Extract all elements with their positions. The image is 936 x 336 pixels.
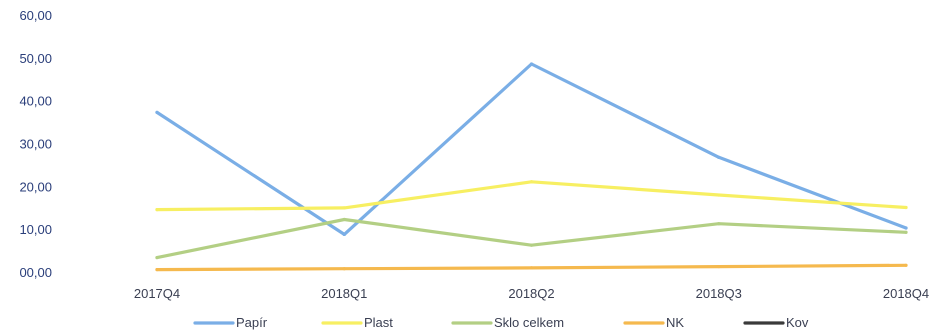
x-tick-label: 2017Q4 <box>134 286 180 301</box>
data-point <box>904 263 908 267</box>
x-tick-label: 2018Q4 <box>883 286 929 301</box>
y-tick-label: 20,00 <box>19 179 52 194</box>
data-point <box>904 226 908 230</box>
x-tick-label: 2018Q3 <box>696 286 742 301</box>
legend-label: Sklo celkem <box>494 315 564 330</box>
data-point <box>529 243 534 247</box>
data-point <box>342 267 346 271</box>
series-lines <box>155 62 908 272</box>
x-tick-label: 2018Q1 <box>321 286 367 301</box>
data-point <box>717 264 721 269</box>
data-point <box>904 230 908 234</box>
x-tick-label: 2018Q2 <box>508 286 554 301</box>
data-point <box>155 110 159 114</box>
series-line-sklo-celkem <box>155 217 908 260</box>
data-point <box>155 208 159 212</box>
y-tick-label: 60,00 <box>19 8 52 23</box>
data-point <box>342 217 346 222</box>
y-tick-label: 10,00 <box>19 222 52 237</box>
data-point <box>155 267 159 272</box>
legend-label: Plast <box>364 315 393 330</box>
data-point <box>904 205 908 210</box>
legend-label: NK <box>666 315 684 330</box>
data-point <box>529 62 534 66</box>
data-point <box>342 232 346 237</box>
data-point <box>717 222 721 226</box>
data-point <box>529 266 534 270</box>
data-point <box>155 255 159 260</box>
data-point <box>529 180 534 184</box>
legend-label: Kov <box>786 315 809 330</box>
x-axis-ticks: 2017Q4 2018Q1 2018Q2 2018Q3 2018Q4 <box>134 286 929 301</box>
y-tick-label: 00,00 <box>19 265 52 280</box>
legend-label: Papír <box>236 315 268 330</box>
y-tick-label: 50,00 <box>19 51 52 66</box>
data-point <box>342 206 346 210</box>
data-point <box>717 193 721 197</box>
y-tick-label: 30,00 <box>19 137 52 152</box>
data-point <box>717 155 721 159</box>
y-tick-label: 40,00 <box>19 94 52 109</box>
y-axis-ticks: 00,00 10,00 20,00 30,00 40,00 50,00 60,00 <box>19 8 52 280</box>
legend: Papír Plast Sklo celkem NK Kov <box>193 315 809 330</box>
